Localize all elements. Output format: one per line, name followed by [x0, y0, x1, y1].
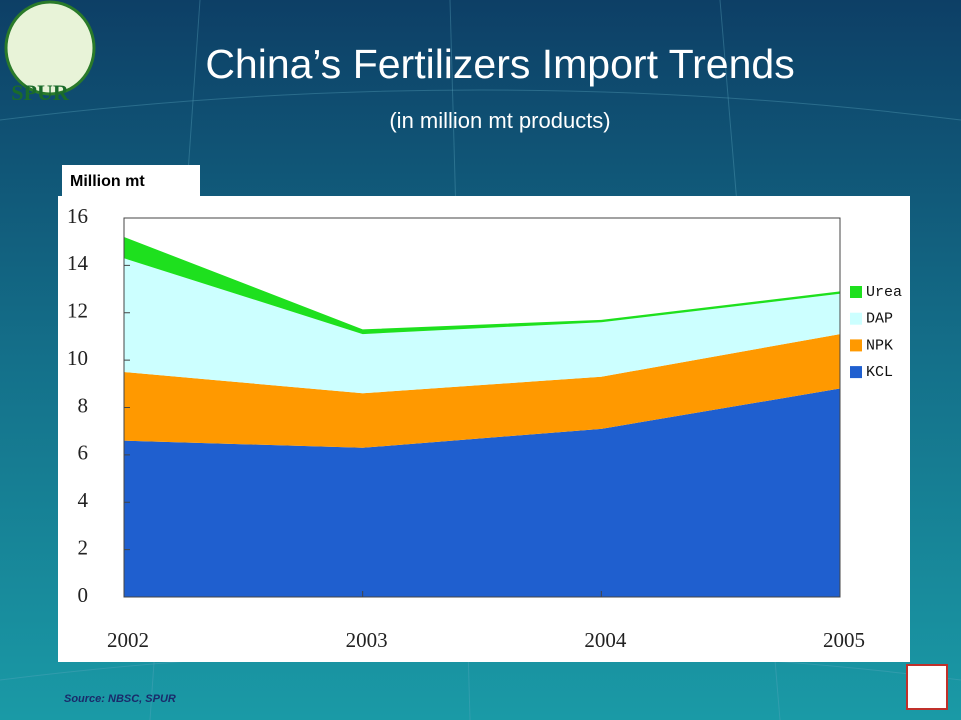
legend-label: NPK — [866, 337, 893, 354]
source-note: Source: NBSC, SPUR — [64, 693, 176, 705]
legend-swatch — [850, 286, 862, 298]
y-tick-label: 12 — [67, 299, 88, 323]
area — [124, 258, 840, 394]
legend-swatch — [850, 339, 862, 352]
y-tick-label: 16 — [67, 204, 88, 228]
legend-swatch — [850, 312, 862, 325]
y-tick-label: 4 — [78, 488, 89, 512]
x-tick-label: 2004 — [584, 628, 627, 652]
area — [124, 236, 840, 335]
y-tick-label: 8 — [78, 393, 89, 417]
area — [124, 388, 840, 597]
y-tick-label: 6 — [78, 441, 89, 465]
y-tick-label: 10 — [67, 346, 88, 370]
area — [124, 334, 840, 448]
chart-title: China’s Fertilizers Import Trends — [205, 41, 794, 87]
legend-label: DAP — [866, 311, 893, 328]
legend-label: Urea — [866, 284, 902, 301]
legend-label: KCL — [866, 364, 893, 381]
y-tick-label: 2 — [78, 535, 89, 559]
legend-swatch — [850, 366, 862, 379]
seal-icon — [906, 664, 948, 710]
x-tick-label: 2003 — [346, 628, 388, 652]
logo-text: SPUR — [11, 80, 70, 105]
y-tick-label: 0 — [78, 583, 89, 607]
x-tick-label: 2005 — [823, 628, 865, 652]
y-axis-label: Million mt — [70, 173, 145, 190]
x-tick-label: 2002 — [107, 628, 149, 652]
y-label-box — [62, 165, 200, 197]
y-tick-label: 14 — [67, 251, 89, 275]
chart-subtitle: (in million mt products) — [389, 108, 610, 133]
logo-emblem — [4, 0, 96, 96]
